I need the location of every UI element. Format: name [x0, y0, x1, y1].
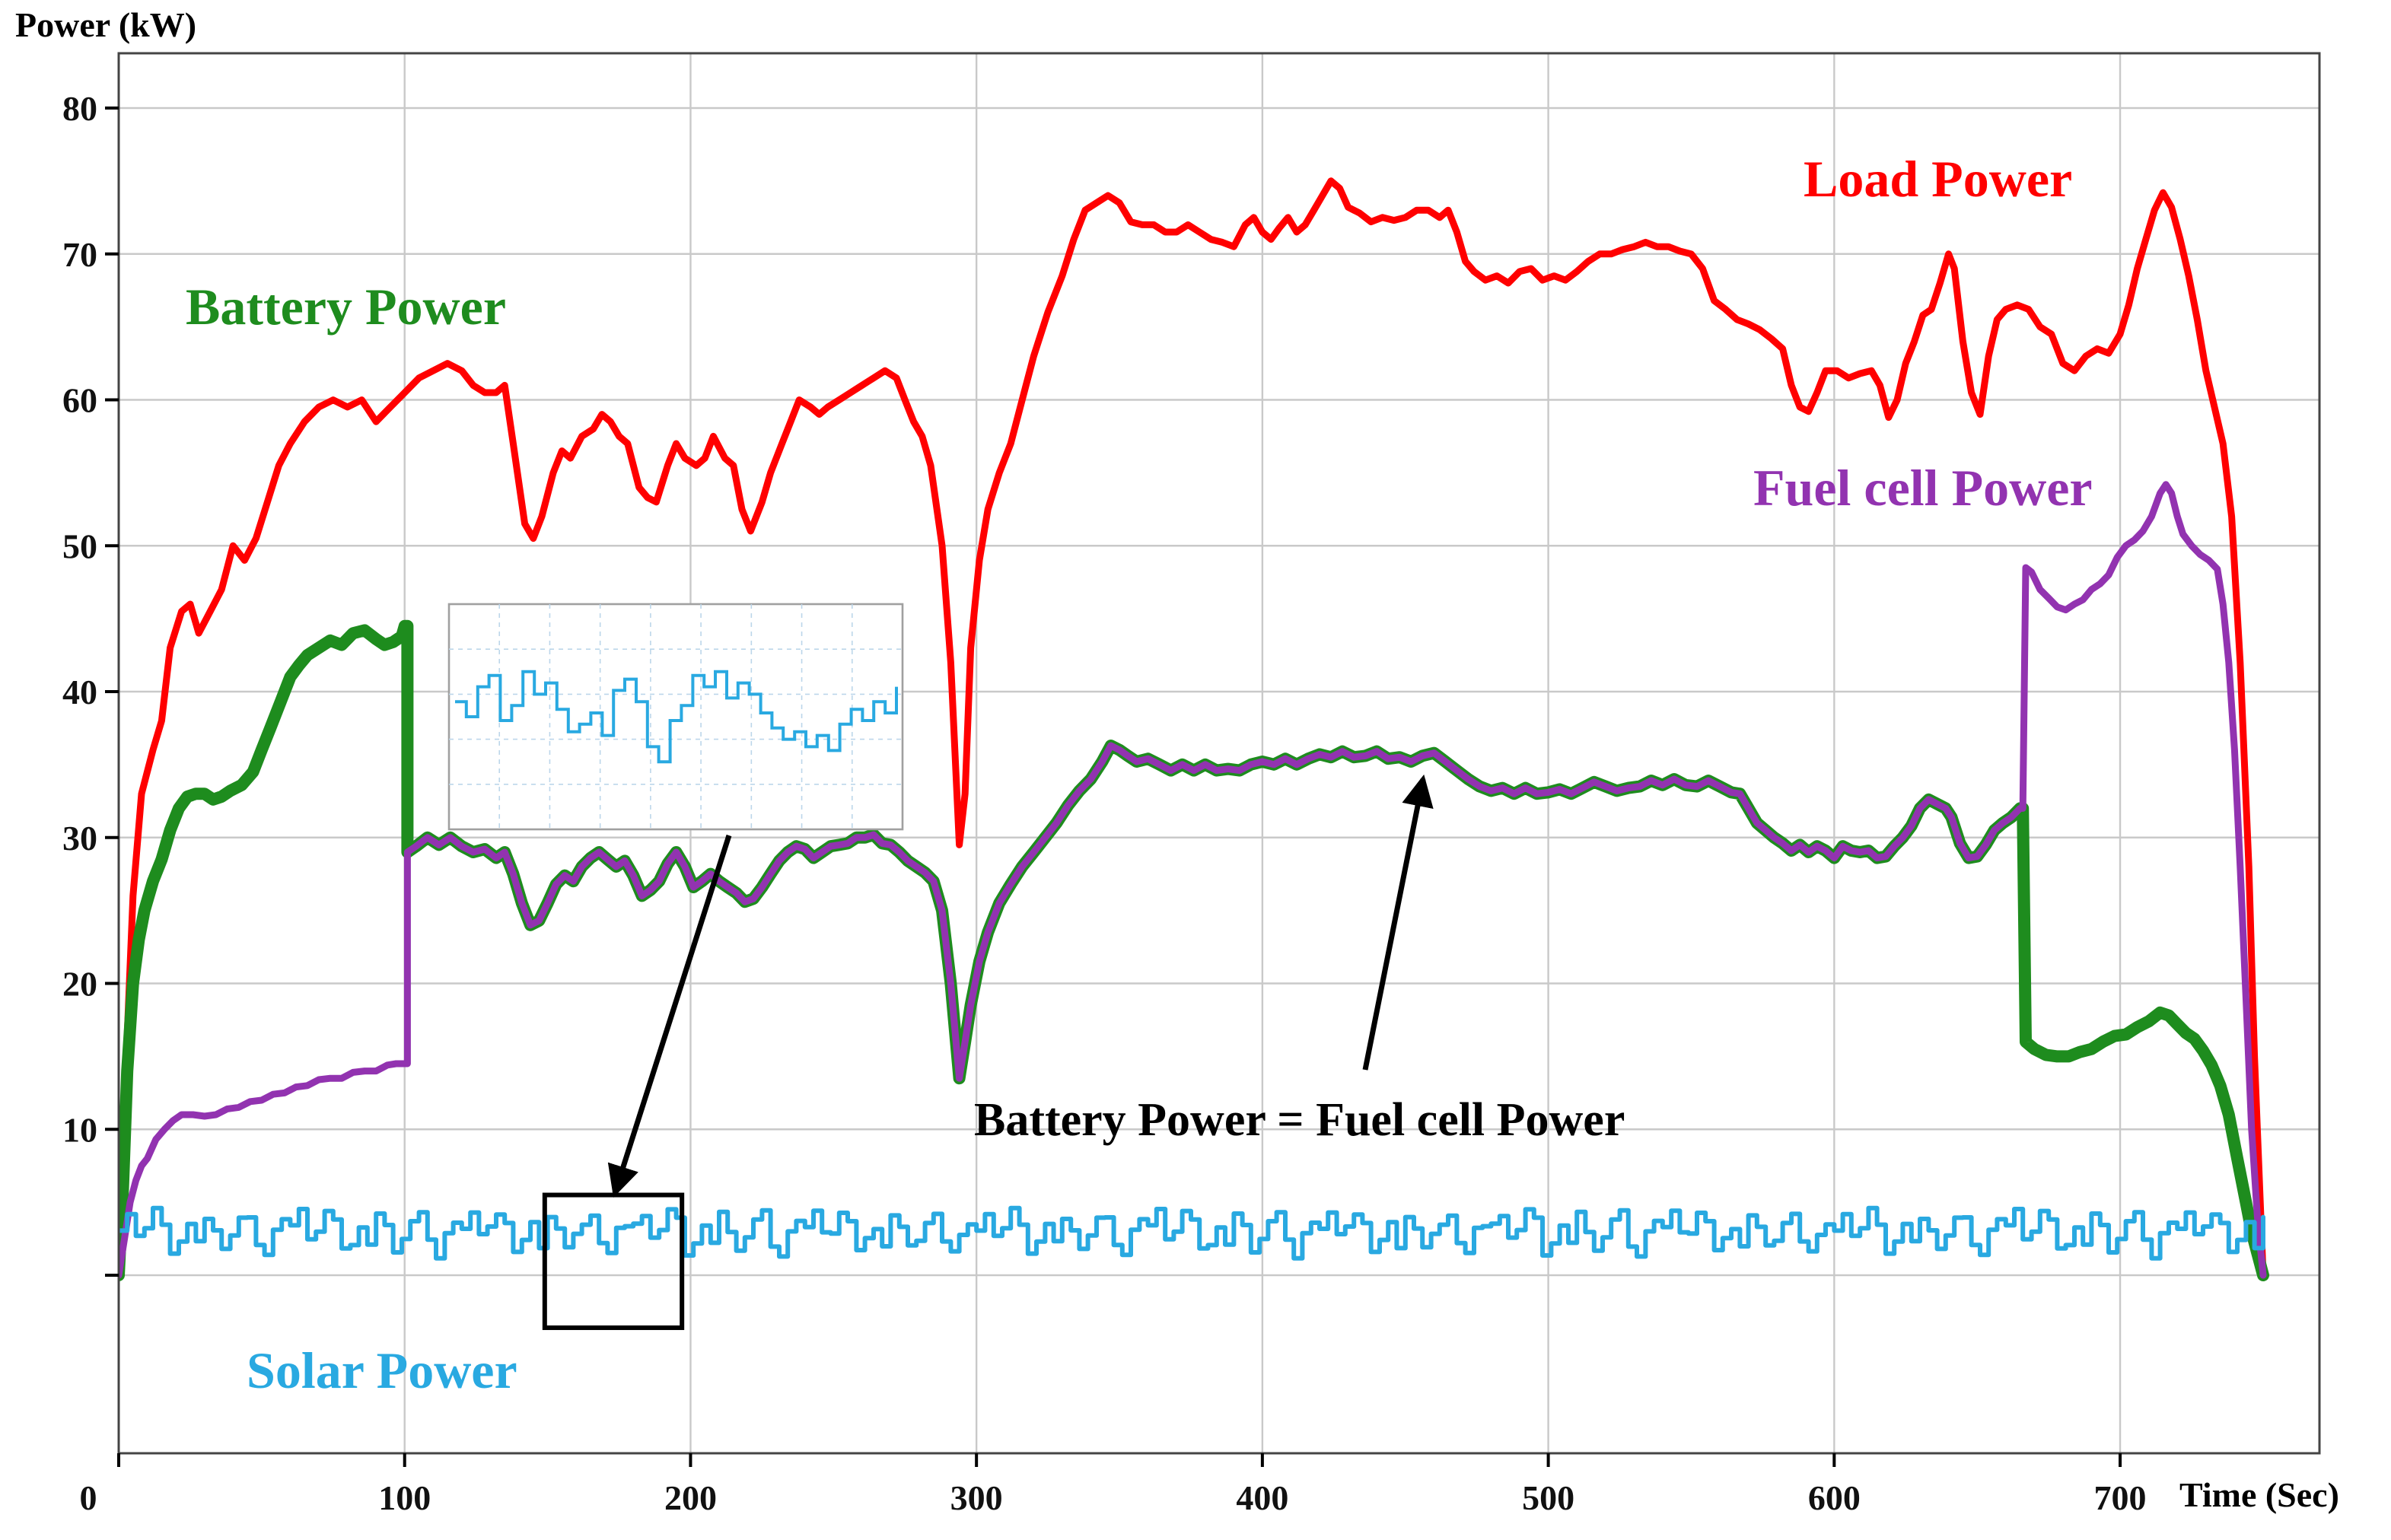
series-battery-power: [119, 619, 2269, 1281]
x-tick-label: 400: [1236, 1478, 1288, 1517]
note-to-curve-arrow: [1362, 774, 1434, 1071]
load-power-label: Load Power: [1804, 152, 2073, 208]
inset-frame: [447, 603, 904, 831]
x-tick-label: 500: [1522, 1478, 1574, 1517]
plot-border: [117, 52, 2321, 1455]
y-tick-label: 30: [62, 819, 97, 858]
y-tick-label: 70: [62, 235, 97, 274]
inset-zoom-chart: [447, 603, 904, 831]
series-solar-power: [119, 1205, 2265, 1261]
battery-power-label: Battery Power: [186, 280, 507, 336]
zoom-region-rect: [542, 1192, 685, 1331]
x-tick-label: 0: [80, 1478, 97, 1517]
x-tick-label: 300: [950, 1478, 1003, 1517]
x-tick-label: 600: [1808, 1478, 1861, 1517]
inset-to-region-arrow: [607, 834, 732, 1198]
series-lines: [119, 177, 2269, 1281]
y-tick-label: 40: [62, 673, 97, 711]
y-tick-label: 10: [62, 1110, 97, 1149]
x-tick-label: 100: [378, 1478, 431, 1517]
fuel-cell-power-label: Fuel cell Power: [1753, 461, 2093, 517]
x-tick-label: 700: [2094, 1478, 2147, 1517]
y-axis-title: Power (kW): [15, 6, 197, 44]
y-tick-label: 50: [62, 527, 97, 565]
x-tick-label: 200: [664, 1478, 717, 1517]
y-tick-label: 80: [62, 89, 97, 128]
series-load-power: [119, 177, 2267, 1279]
solar-power-label: Solar Power: [247, 1344, 517, 1400]
series-fuel-cell-power: [119, 481, 2267, 1279]
equality-note: Battery Power = Fuel cell Power: [974, 1093, 1625, 1146]
inset-solar-line: [455, 670, 898, 764]
annotation-layer: [542, 774, 1434, 1331]
axes-and-ticks: 0 100 200 300 400 500 600 700 10 20 30 40 50 60 70 80: [62, 52, 2321, 1517]
x-axis-title: Time (Sec): [2179, 1476, 2339, 1514]
y-tick-label: 60: [62, 381, 97, 420]
y-tick-label: 20: [62, 965, 97, 1004]
